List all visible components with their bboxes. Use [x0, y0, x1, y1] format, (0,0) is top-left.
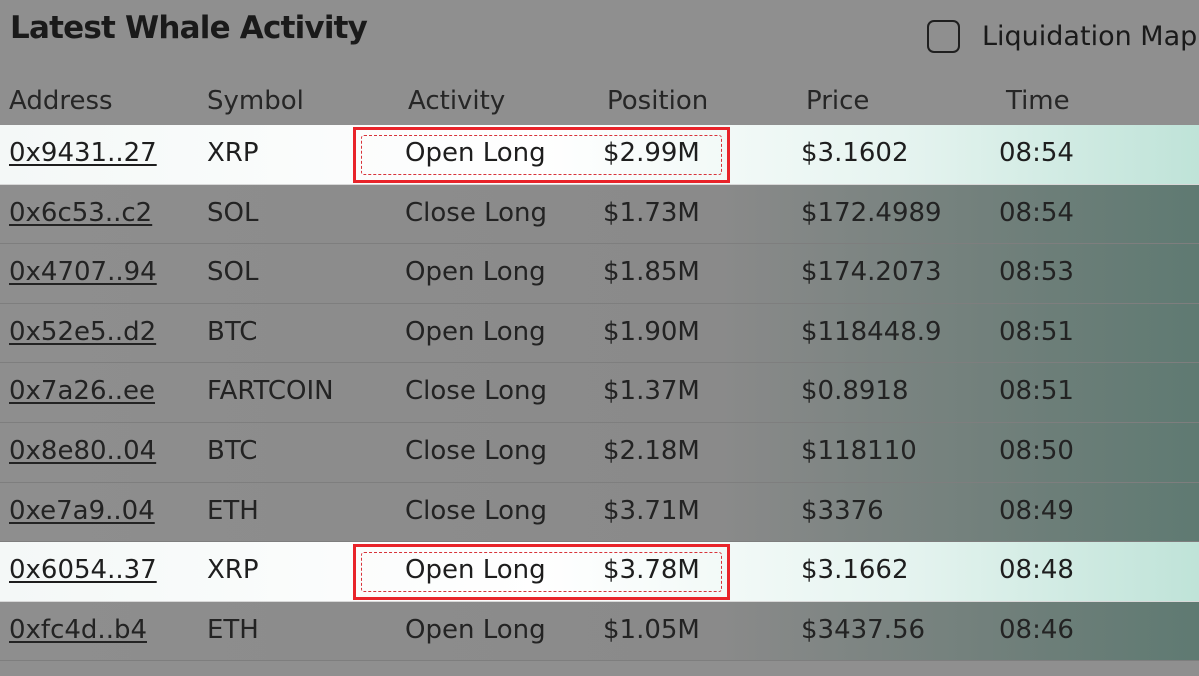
- price-cell: $3.1662: [801, 555, 909, 586]
- address-link[interactable]: 0x8e80..04: [9, 435, 157, 466]
- position-cell: $3.71M: [603, 495, 700, 526]
- symbol-cell: ETH: [207, 495, 259, 526]
- liquidation-map-checkbox[interactable]: [927, 19, 960, 53]
- symbol-cell: XRP: [207, 555, 259, 586]
- page-title: Latest Whale Activity: [10, 10, 368, 46]
- activity-cell: Open Long: [405, 316, 546, 347]
- address-link[interactable]: 0xe7a9..04: [9, 495, 155, 526]
- annotation-highlight-box: [353, 544, 730, 601]
- activity-cell: Open Long: [405, 614, 546, 645]
- column-header-time: Time: [1006, 86, 1070, 116]
- position-cell: $2.99M: [603, 138, 700, 168]
- symbol-cell: BTC: [207, 435, 258, 466]
- table-row[interactable]: 0x4707..94 SOL Open Long $1.85M $174.2073 08:…: [0, 244, 1199, 304]
- column-header-activity: Activity: [408, 86, 506, 116]
- table-row[interactable]: 0x9431..27 XRP Open Long $2.99M $3.1602 08:54: [0, 125, 1199, 185]
- address-link[interactable]: 0x6054..37: [9, 555, 157, 586]
- annotation-highlight-box: [353, 127, 730, 183]
- activity-cell: Close Long: [405, 376, 548, 407]
- position-cell: $3.78M: [603, 555, 700, 586]
- table-row[interactable]: 0x6c53..c2 SOL Close Long $1.73M $172.4989 08…: [0, 184, 1199, 245]
- table-row[interactable]: 0x6054..37 XRP Open Long $3.78M $3.1662 08:48: [0, 542, 1199, 602]
- symbol-cell: SOL: [207, 197, 259, 228]
- symbol-cell: XRP: [207, 138, 259, 168]
- table-row[interactable]: 0x8e80..04 BTC Close Long $2.18M $118110 08:5…: [0, 422, 1199, 483]
- activity-cell: Open Long: [405, 257, 546, 288]
- table-row[interactable]: 0x7a26..ee FARTCOIN Close Long $1.37M $0.891…: [0, 363, 1199, 423]
- address-link[interactable]: 0x6c53..c2: [9, 197, 153, 228]
- column-header-price: Price: [806, 86, 870, 116]
- position-cell: $1.90M: [603, 316, 700, 347]
- whale-activity-table: 0x9431..27 XRP Open Long $2.99M $3.1602 08:54…: [0, 125, 1199, 662]
- activity-cell: Open Long: [405, 555, 546, 586]
- address-link[interactable]: 0x4707..94: [9, 257, 157, 288]
- liquidation-map-label: Liquidation Map: [982, 20, 1198, 52]
- price-cell: $118448.9: [801, 316, 942, 347]
- time-cell: 08:53: [999, 257, 1074, 288]
- symbol-cell: BTC: [207, 316, 258, 347]
- activity-cell: Close Long: [405, 435, 548, 466]
- time-cell: 08:54: [999, 197, 1074, 228]
- time-cell: 08:51: [999, 316, 1074, 347]
- price-cell: $172.4989: [801, 197, 942, 228]
- time-cell: 08:46: [999, 614, 1074, 645]
- time-cell: 08:49: [999, 495, 1074, 526]
- table-row[interactable]: 0xfc4d..b4 ETH Open Long $1.05M $3437.56 08:4…: [0, 601, 1199, 662]
- time-cell: 08:54: [999, 138, 1074, 168]
- symbol-cell: ETH: [207, 614, 259, 645]
- price-cell: $118110: [801, 435, 917, 466]
- symbol-cell: FARTCOIN: [207, 376, 334, 407]
- address-link[interactable]: 0xfc4d..b4: [9, 614, 147, 645]
- table-header: Address Symbol Activity Position Price T…: [0, 82, 1199, 124]
- price-cell: $3376: [801, 495, 884, 526]
- time-cell: 08:50: [999, 435, 1074, 466]
- position-cell: $1.37M: [603, 376, 700, 407]
- position-cell: $1.05M: [603, 614, 700, 645]
- activity-cell: Close Long: [405, 197, 548, 228]
- symbol-cell: SOL: [207, 257, 259, 288]
- activity-cell: Open Long: [405, 138, 546, 168]
- address-link[interactable]: 0x9431..27: [9, 138, 157, 168]
- address-link[interactable]: 0x7a26..ee: [9, 376, 156, 407]
- address-link[interactable]: 0x52e5..d2: [9, 316, 157, 347]
- position-cell: $2.18M: [603, 435, 700, 466]
- position-cell: $1.73M: [603, 197, 700, 228]
- price-cell: $0.8918: [801, 376, 909, 407]
- time-cell: 08:51: [999, 376, 1074, 407]
- column-header-symbol: Symbol: [207, 86, 304, 116]
- price-cell: $3.1602: [801, 138, 909, 168]
- liquidation-map-toggle[interactable]: Liquidation Map: [927, 16, 1197, 56]
- price-cell: $174.2073: [801, 257, 942, 288]
- table-row[interactable]: 0xe7a9..04 ETH Close Long $3.71M $3376 08:49: [0, 482, 1199, 543]
- column-header-position: Position: [607, 86, 709, 116]
- price-cell: $3437.56: [801, 614, 926, 645]
- position-cell: $1.85M: [603, 257, 700, 288]
- time-cell: 08:48: [999, 555, 1074, 586]
- column-header-address: Address: [9, 86, 113, 116]
- table-row[interactable]: 0x52e5..d2 BTC Open Long $1.90M $118448.9 08:…: [0, 303, 1199, 364]
- activity-cell: Close Long: [405, 495, 548, 526]
